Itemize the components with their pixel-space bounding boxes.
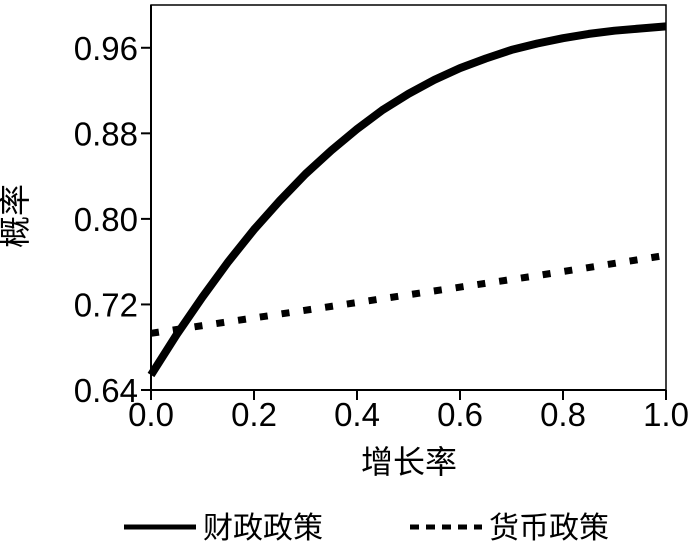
- y-tick-label: 0.80: [74, 201, 138, 238]
- y-tick-label: 0.72: [74, 286, 138, 323]
- y-tick-label: 0.64: [74, 372, 138, 409]
- y-axis-title: 概率: [0, 184, 34, 248]
- x-tick-label: 0.2: [231, 396, 277, 433]
- axes: [141, 5, 667, 400]
- x-tick-label: 0.4: [334, 396, 380, 433]
- plot-frame: [150, 4, 667, 391]
- x-tick-label: 1.0: [643, 396, 689, 433]
- legend-label-fiscal: 财政政策: [203, 511, 323, 546]
- x-tick-label: 0.8: [540, 396, 586, 433]
- y-tick-label: 0.88: [74, 115, 138, 152]
- series-lines: [147, 22, 667, 378]
- tick-labels: 0.64 0.72 0.80 0.88 0.96 0.0 0.2 0.4 0.6 0.8 1.0: [74, 30, 689, 433]
- plot-area: [150, 4, 667, 391]
- legend-label-monetary: 货币政策: [489, 511, 609, 546]
- x-tick-label: 0.6: [437, 396, 483, 433]
- x-axis-title: 增长率: [361, 443, 457, 481]
- series-line-fiscal: [147, 22, 667, 378]
- y-tick-label: 0.96: [74, 30, 138, 67]
- x-tick-label: 0.0: [128, 396, 174, 433]
- legend: 财政政策 货币政策: [124, 511, 609, 546]
